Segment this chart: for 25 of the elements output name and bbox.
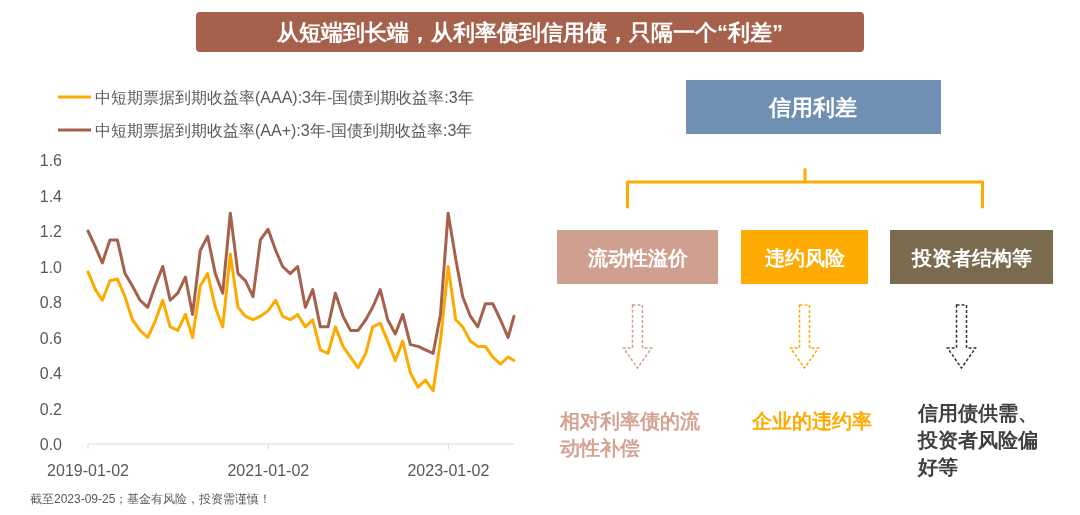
- chart-title: 从短端到长端，从利率债到信用债，只隔一个“利差”: [276, 20, 783, 45]
- y-tick-label: 0.8: [39, 294, 63, 311]
- legend-label: 中短期票据到期收益率(AAA):3年-国债到期收益率:3年: [95, 89, 474, 106]
- line-series: [86, 211, 516, 355]
- y-tick-label: 0.6: [39, 329, 63, 347]
- y-tick-label: 1.6: [39, 152, 63, 169]
- text: 截至2023-09-25；基金有风险，投资需谨慎！: [30, 492, 272, 506]
- text: 信用债供需、投资者风险偏好等: [917, 402, 1038, 478]
- line-series: [86, 252, 516, 393]
- y-tick-label: 0.0: [39, 436, 63, 453]
- x-tick-label: 2021-01-02: [227, 462, 310, 479]
- category-label: 违约风险: [763, 247, 846, 269]
- y-tick-label: 1.0: [39, 258, 63, 276]
- x-tick-label: 2023-01-02: [407, 462, 490, 479]
- text: 信用利差: [768, 95, 857, 120]
- y-tick-label: 0.2: [39, 400, 63, 418]
- text: 相对利率债的流动性补偿: [559, 410, 701, 459]
- category-label: 流动性溢价: [586, 247, 689, 269]
- y-tick-label: 1.2: [39, 223, 63, 240]
- category-label: 投资者结构等: [910, 247, 1032, 269]
- text: 企业的违约率: [751, 410, 872, 432]
- y-tick-label: 1.4: [39, 187, 63, 205]
- legend-label: 中短期票据到期收益率(AA+):3年-国债到期收益率:3年: [95, 122, 473, 139]
- y-tick-label: 0.4: [39, 365, 63, 382]
- x-tick-label: 2019-01-02: [47, 462, 130, 479]
